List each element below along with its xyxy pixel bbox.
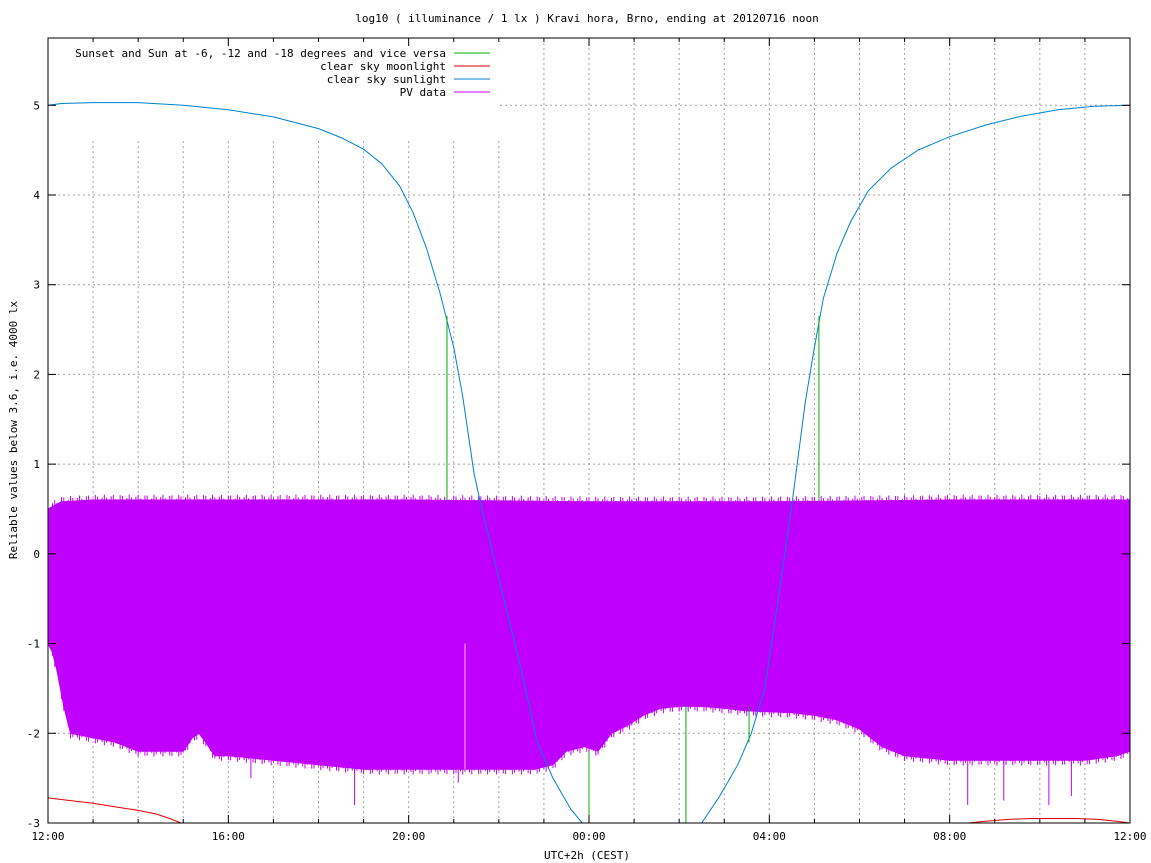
x-tick-label: 12:00 [31,830,64,843]
x-tick-label: 12:00 [1113,830,1146,843]
y-tick-label: -2 [27,727,40,740]
moonlight-line [967,818,1130,823]
x-tick-label: 20:00 [392,830,425,843]
plot-area: -3 -2 -1 0 1 2 3 4 5 12:00 16:00 20:00 00:00 04:00 08:… [27,37,1147,843]
legend-label: Sunset and Sun at -6, -12 and -18 degree… [75,47,446,60]
legend-label: clear sky moonlight [320,60,446,73]
y-tick-label: 1 [33,458,40,471]
chart-title: log10 ( illuminance / 1 lx ) Kravi hora,… [355,12,819,25]
y-tick-label: 3 [33,279,40,292]
legend-label: clear sky sunlight [327,73,446,86]
x-tick-label: 08:00 [933,830,966,843]
x-tick-label: 16:00 [212,830,245,843]
sunlight-line [701,104,1130,823]
sunlight-line [48,102,583,823]
y-axis-label: Reliable values below 3.6, i.e. 4000 lx [7,300,20,559]
y-tick-label: -1 [27,638,40,651]
legend: Sunset and Sun at -6, -12 and -18 degree… [75,47,490,99]
y-tick-label: 0 [33,548,40,561]
y-tick-label: 2 [33,368,40,381]
series-group [48,102,1130,823]
axis-ticks: -3 -2 -1 0 1 2 3 4 5 12:00 16:00 20:00 00:00 04:00 08:… [27,38,1147,843]
x-tick-label: 04:00 [753,830,786,843]
moonlight-line [48,797,182,823]
y-tick-label: 4 [33,189,40,202]
y-tick-label: -3 [27,817,40,830]
x-tick-label: 00:00 [572,830,605,843]
y-tick-label: 5 [33,99,40,112]
series-layer [48,102,1130,823]
x-axis-label: UTC+2h (CEST) [544,849,630,862]
legend-label: PV data [400,86,446,99]
